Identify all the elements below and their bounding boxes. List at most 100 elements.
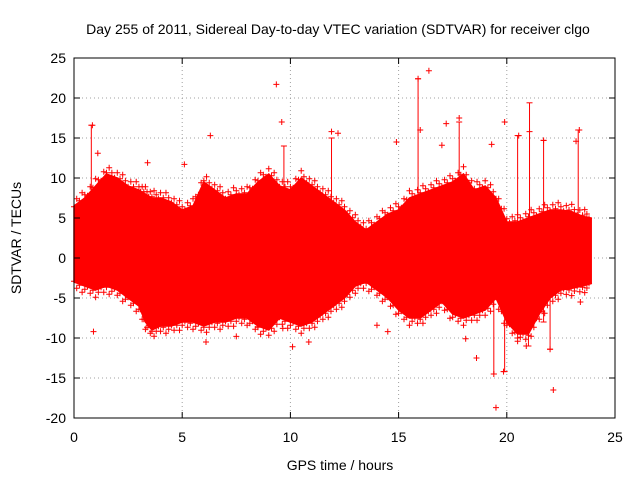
- edge-point: [509, 213, 516, 220]
- edge-point: [106, 291, 113, 298]
- edge-point: [563, 291, 570, 298]
- edge-point: [219, 189, 226, 196]
- edge-point: [555, 199, 562, 206]
- edge-point: [547, 207, 554, 214]
- edge-point: [103, 169, 110, 176]
- edge-point: [246, 184, 253, 191]
- edge-point: [84, 283, 91, 290]
- edge-point: [409, 318, 416, 325]
- edge-point: [160, 324, 167, 331]
- edge-point: [281, 183, 288, 190]
- x-tick-label: 5: [178, 429, 186, 445]
- edge-point: [192, 323, 199, 330]
- edge-point: [395, 203, 402, 210]
- edge-point: [206, 179, 213, 186]
- edge-point: [557, 203, 564, 210]
- edge-point: [271, 328, 278, 335]
- edge-point: [566, 287, 573, 293]
- edge-point: [92, 294, 99, 301]
- edge-point: [576, 288, 583, 295]
- edge-point: [436, 304, 443, 311]
- edge-point: [414, 320, 421, 327]
- edge-point: [300, 173, 307, 180]
- edge-point: [419, 182, 426, 189]
- outlier-point: [443, 120, 450, 127]
- edge-point: [214, 187, 221, 194]
- edge-point: [295, 176, 302, 183]
- edge-point: [145, 322, 152, 329]
- edge-point: [446, 315, 453, 322]
- edge-point: [409, 190, 416, 197]
- edge-point: [153, 191, 160, 198]
- edge-point: [544, 302, 551, 309]
- edge-point: [495, 195, 502, 202]
- edge-point: [165, 326, 172, 333]
- edge-point: [309, 181, 316, 188]
- outlier-point: [505, 319, 512, 325]
- edge-point: [574, 283, 581, 290]
- edge-point: [147, 188, 154, 195]
- edge-point: [455, 318, 462, 325]
- edge-point: [352, 211, 359, 218]
- edge-point: [387, 303, 394, 310]
- edge-point: [403, 196, 410, 203]
- edge-point: [376, 290, 383, 297]
- outlier-point: [523, 343, 530, 349]
- edge-point: [528, 333, 535, 340]
- edge-point: [541, 201, 548, 208]
- edge-point: [433, 310, 440, 317]
- edge-point: [171, 327, 178, 334]
- edge-point: [341, 298, 348, 305]
- edge-point: [84, 192, 91, 199]
- edge-point: [586, 215, 593, 222]
- edge-point: [503, 215, 510, 222]
- edge-point: [520, 330, 527, 337]
- edge-point: [176, 197, 183, 204]
- edge-point: [87, 183, 94, 190]
- edge-point: [441, 307, 448, 314]
- edge-point: [441, 176, 448, 183]
- edge-point: [165, 194, 172, 201]
- edge-point: [276, 314, 283, 321]
- edge-point: [390, 207, 397, 214]
- edge-point: [403, 314, 410, 321]
- edge-point: [444, 179, 451, 186]
- edge-point: [103, 284, 110, 291]
- edge-point: [484, 184, 491, 191]
- edge-point: [111, 285, 118, 292]
- edge-point: [336, 300, 343, 307]
- edge-point: [363, 280, 370, 287]
- edge-point: [317, 189, 324, 196]
- outlier-point: [289, 343, 296, 350]
- outlier-point: [89, 122, 96, 129]
- edge-point: [257, 331, 264, 338]
- edge-point: [571, 288, 578, 294]
- edge-point: [284, 178, 291, 185]
- edge-point: [73, 285, 80, 292]
- edge-point: [511, 217, 518, 224]
- edge-point: [168, 199, 175, 206]
- edge-point: [287, 183, 294, 190]
- edge-point: [171, 195, 178, 202]
- edge-point: [265, 165, 272, 172]
- edge-point: [309, 320, 316, 327]
- outlier-point: [384, 328, 391, 335]
- edge-point: [338, 197, 345, 204]
- edge-point: [517, 214, 524, 221]
- chart-title: Day 255 of 2011, Sidereal Day-to-day VTE…: [86, 21, 590, 37]
- edge-point: [411, 193, 418, 200]
- edge-point: [265, 332, 272, 339]
- edge-point: [406, 322, 413, 329]
- edge-point: [583, 211, 590, 217]
- edge-point: [517, 334, 524, 341]
- x-tick-label: 0: [70, 429, 78, 445]
- outlier-point: [456, 115, 463, 121]
- edge-point: [81, 286, 88, 293]
- edge-point: [536, 316, 543, 323]
- edge-point: [116, 175, 123, 182]
- axis-ticks: [73, 57, 616, 419]
- edge-point: [130, 183, 137, 190]
- edge-point: [133, 178, 140, 185]
- edge-point: [341, 203, 348, 210]
- edge-point: [298, 330, 305, 337]
